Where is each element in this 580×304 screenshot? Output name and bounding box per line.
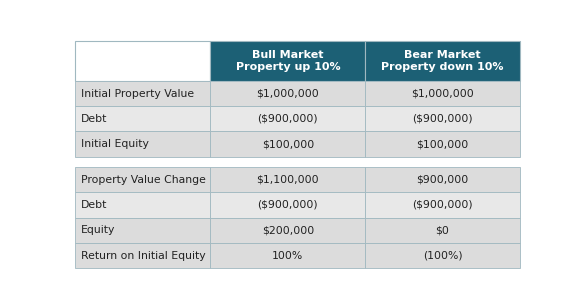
Text: ($900,000): ($900,000) — [258, 114, 318, 124]
Bar — [365, 218, 520, 243]
Text: (100%): (100%) — [423, 250, 462, 261]
Text: ($900,000): ($900,000) — [412, 200, 473, 210]
Bar — [365, 192, 520, 218]
Bar — [365, 167, 520, 192]
Bar — [75, 41, 211, 81]
Bar — [211, 218, 365, 243]
Bar — [75, 192, 211, 218]
Bar — [365, 81, 520, 106]
Text: $1,000,000: $1,000,000 — [411, 88, 474, 98]
Text: $1,000,000: $1,000,000 — [256, 88, 319, 98]
Bar — [75, 243, 211, 268]
Bar — [211, 132, 365, 157]
Text: $100,000: $100,000 — [416, 139, 469, 149]
Bar — [211, 192, 365, 218]
Text: Initial Property Value: Initial Property Value — [81, 88, 194, 98]
Bar — [75, 106, 211, 132]
Bar — [365, 106, 520, 132]
Text: Return on Initial Equity: Return on Initial Equity — [81, 250, 205, 261]
Text: Equity: Equity — [81, 225, 115, 235]
Bar — [365, 132, 520, 157]
Bar — [365, 243, 520, 268]
Bar — [211, 41, 365, 81]
Text: Bear Market
Property down 10%: Bear Market Property down 10% — [381, 50, 504, 72]
Bar — [211, 167, 365, 192]
Bar — [75, 218, 211, 243]
Text: Debt: Debt — [81, 114, 107, 124]
Text: Debt: Debt — [81, 200, 107, 210]
Bar — [75, 167, 211, 192]
Bar — [211, 106, 365, 132]
Bar — [75, 81, 211, 106]
Bar — [211, 243, 365, 268]
Text: Initial Equity: Initial Equity — [81, 139, 148, 149]
Text: $200,000: $200,000 — [262, 225, 314, 235]
Bar — [75, 132, 211, 157]
Text: 100%: 100% — [272, 250, 303, 261]
Text: ($900,000): ($900,000) — [412, 114, 473, 124]
Text: Property Value Change: Property Value Change — [81, 175, 205, 185]
Text: Bull Market
Property up 10%: Bull Market Property up 10% — [235, 50, 340, 72]
Text: $1,100,000: $1,100,000 — [256, 175, 319, 185]
Text: $100,000: $100,000 — [262, 139, 314, 149]
Bar — [365, 41, 520, 81]
Text: ($900,000): ($900,000) — [258, 200, 318, 210]
Bar — [211, 81, 365, 106]
Text: $0: $0 — [436, 225, 450, 235]
Text: $900,000: $900,000 — [416, 175, 469, 185]
